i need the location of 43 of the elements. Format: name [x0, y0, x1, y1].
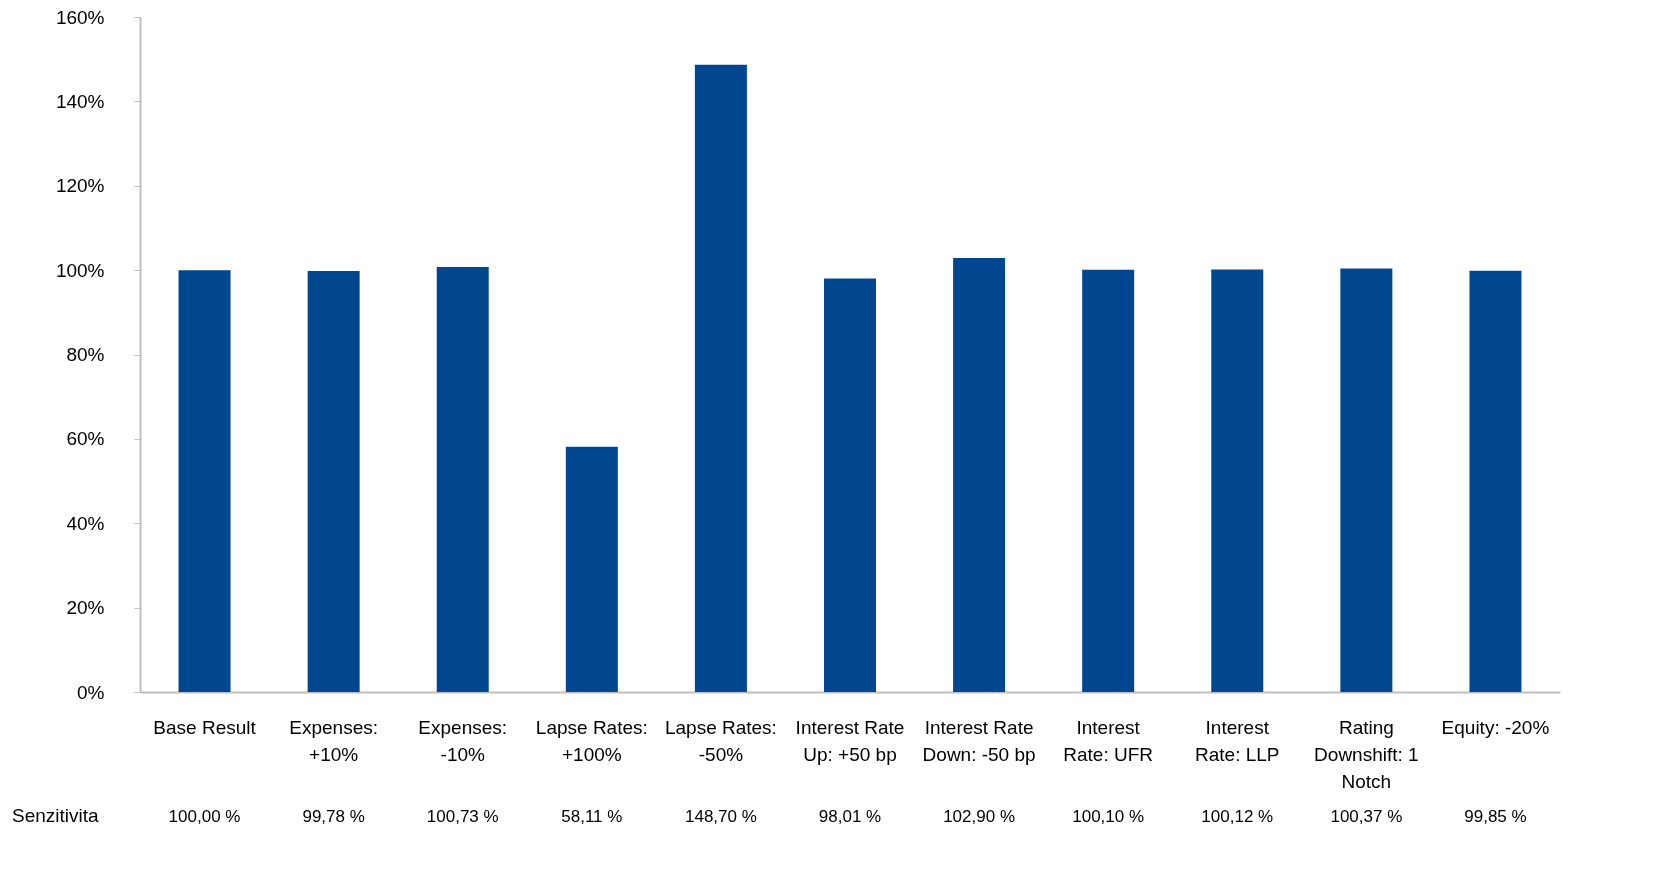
data-label: 100,10 %	[1072, 807, 1145, 826]
x-tick-label: Base Result	[153, 716, 257, 738]
y-tick-label: 120%	[55, 175, 105, 197]
x-tick-label: Expenses: +10%	[289, 716, 378, 765]
bar	[565, 446, 618, 692]
y-tick-label: 160%	[55, 6, 105, 28]
x-tick-label: Interest Rate Up: +50 bp	[795, 716, 905, 765]
y-tick-label: 40%	[66, 512, 105, 534]
data-label: 100,37 %	[1330, 807, 1403, 826]
x-tick-label: Lapse Rates: +100%	[535, 716, 648, 765]
y-tick-label: 140%	[55, 90, 105, 112]
bar	[1340, 268, 1393, 692]
data-label: 98,01 %	[818, 807, 882, 826]
data-label: 100,73 %	[426, 807, 499, 826]
data-label: 99,78 %	[302, 807, 365, 826]
data-label: 100,00 %	[168, 807, 241, 826]
bar	[436, 267, 489, 692]
x-tick-label: Equity: -20%	[1441, 716, 1550, 738]
data-label: 99,85 %	[1464, 807, 1527, 826]
y-tick-label: 100%	[55, 259, 105, 281]
x-tick-label: Expenses: -10%	[418, 716, 508, 765]
bar	[307, 271, 360, 692]
y-tick-label: 0%	[77, 681, 105, 703]
x-tick-label: Interest Rate: LLP	[1195, 716, 1280, 765]
bar	[824, 278, 876, 692]
bar	[1082, 269, 1135, 692]
bar	[1469, 270, 1522, 692]
x-tick-label: Interest Rate: UFR	[1063, 716, 1154, 765]
data-label: 102,90 %	[943, 807, 1016, 826]
data-label: 100,12 %	[1201, 807, 1274, 826]
x-tick-label: Interest Rate Down: -50 bp	[922, 716, 1036, 765]
bar	[1211, 269, 1264, 692]
data-label: 58,11 %	[561, 807, 623, 826]
data-label: 148,70 %	[684, 807, 757, 826]
y-tick-label: 80%	[66, 344, 105, 365]
y-tick-label: 20%	[66, 597, 105, 619]
text: Senzitivita	[12, 805, 100, 826]
bar	[694, 64, 747, 692]
x-tick-label: Lapse Rates: -50%	[664, 716, 777, 765]
x-tick-label: Rating Downshift: 1 Notch	[1314, 716, 1419, 792]
bar	[178, 270, 231, 692]
bar	[953, 257, 1006, 692]
y-tick-label: 60%	[66, 428, 105, 450]
